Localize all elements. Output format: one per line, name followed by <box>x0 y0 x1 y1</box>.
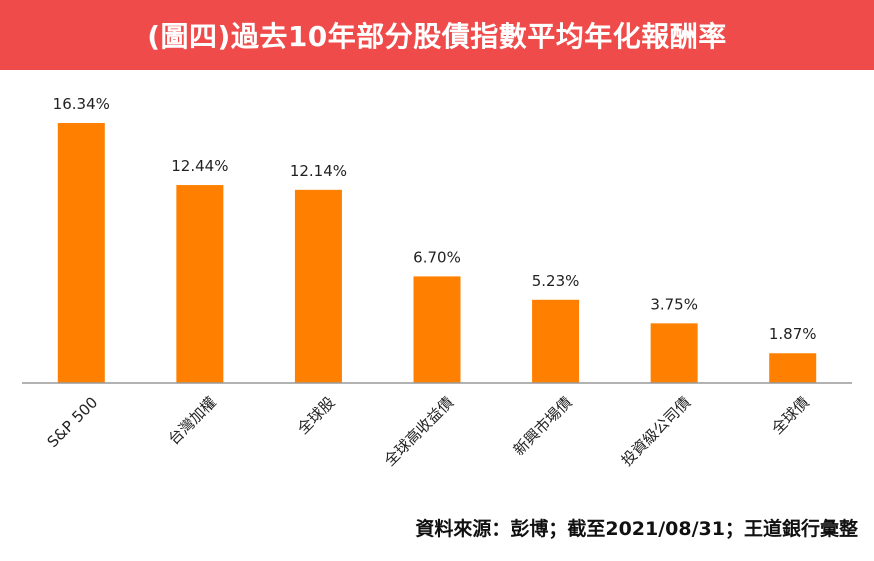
bar-1 <box>176 185 224 383</box>
bar-4 <box>532 299 580 383</box>
category-label-2: 全球股 <box>294 393 339 438</box>
value-label-4: 5.23% <box>532 272 580 290</box>
value-label-3: 6.70% <box>413 248 461 266</box>
category-label-3: 全球高收益債 <box>381 393 457 469</box>
chart-title: (圖四)過去10年部分股債指數平均年化報酬率 <box>147 20 727 53</box>
category-label-5: 投資級公司債 <box>618 393 694 469</box>
category-label-0: S&P 500 <box>44 393 102 451</box>
bar-2 <box>294 189 342 383</box>
value-label-5: 3.75% <box>650 295 698 313</box>
bar-0 <box>57 123 105 383</box>
category-label-4: 新興市場債 <box>510 393 576 459</box>
value-label-0: 16.34% <box>53 95 110 113</box>
category-label-1: 台灣加權 <box>165 393 220 448</box>
value-label-6: 1.87% <box>769 325 817 343</box>
bar-3 <box>413 276 461 383</box>
value-label-1: 12.44% <box>171 157 228 175</box>
bar-6 <box>769 353 817 383</box>
title-banner: (圖四)過去10年部分股債指數平均年化報酬率 <box>0 0 874 70</box>
bar-5 <box>650 323 698 383</box>
category-label-6: 全球債 <box>768 393 813 438</box>
value-label-2: 12.14% <box>290 162 347 180</box>
bars-group <box>57 123 817 383</box>
category-labels-group: S&P 500 台灣加權 全球股 全球高收益債 新興市場債 投資級公司債 全球債 <box>44 393 813 469</box>
value-labels-group: 16.34% 12.44% 12.14% 6.70% 5.23% 3.75% 1.87% <box>53 95 817 343</box>
source-note: 資料來源：彭博；截至2021/08/31；王道銀行彙整 <box>415 518 858 540</box>
